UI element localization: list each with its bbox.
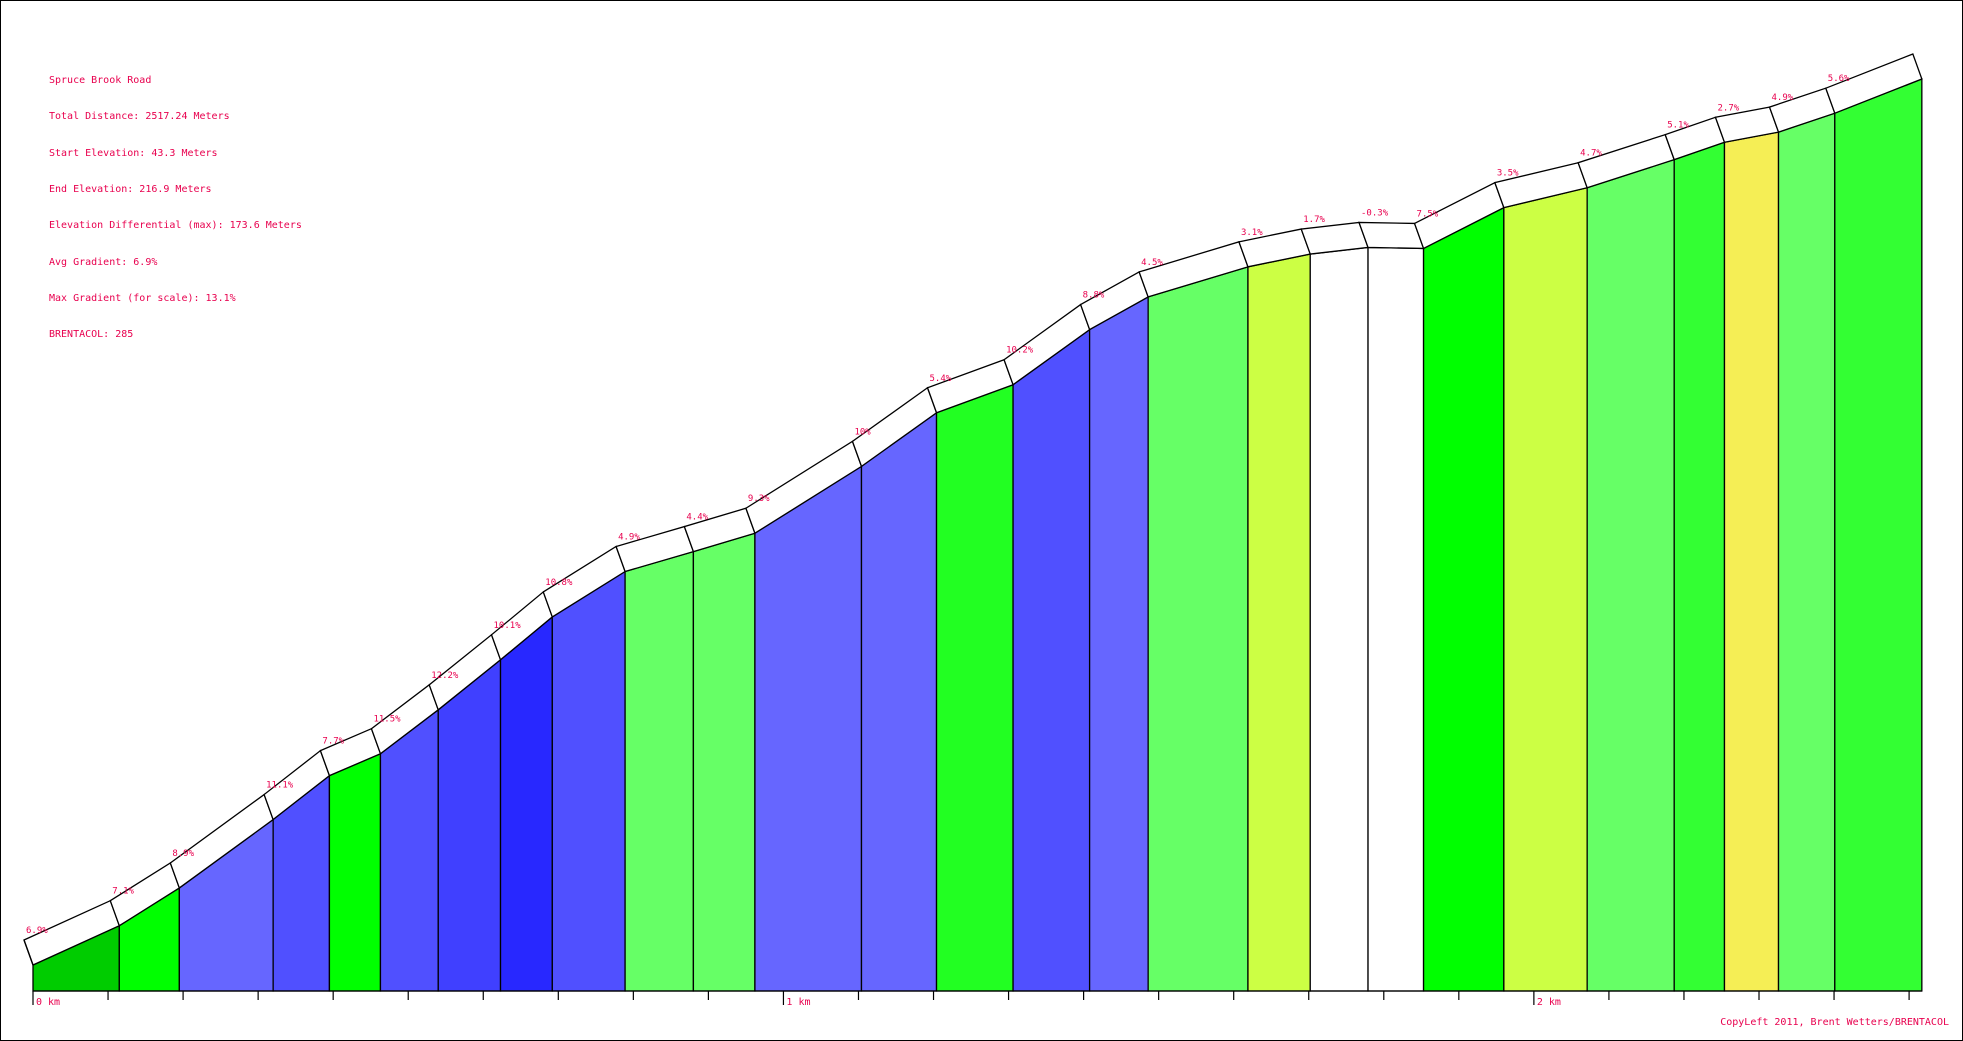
gradient-label-13: 5.4%	[930, 374, 952, 384]
segment-fill-24	[1723, 131, 1780, 992]
x-tick-label-2: 2 km	[1537, 997, 1561, 1008]
segment-fill-19	[1367, 246, 1425, 992]
gradient-label-23: 5.1%	[1667, 121, 1689, 131]
gradient-label-25: 4.9%	[1772, 93, 1794, 103]
gradient-label-8: 10.8%	[545, 578, 573, 588]
max-gradient: Max Gradient (for scale): 13.1%	[49, 292, 236, 304]
gradient-label-12: 10%	[854, 427, 871, 437]
gradient-label-2: 8.9%	[172, 849, 194, 859]
gradient-label-16: 4.5%	[1141, 258, 1163, 268]
gradient-label-1: 7.1%	[112, 887, 134, 897]
road-band-19	[1358, 221, 1425, 250]
gradient-label-11: 9.3%	[748, 494, 770, 504]
segment-fill-8	[551, 570, 626, 992]
segment-fill-5	[379, 708, 439, 992]
total-distance: Total Distance: 2517.24 Meters	[49, 111, 230, 123]
road-band-26	[1824, 53, 1923, 115]
segment-fill-20	[1422, 206, 1505, 992]
segment-fill-13	[935, 383, 1014, 992]
gradient-label-17: 3.1%	[1241, 228, 1263, 238]
gradient-label-15: 8.8%	[1083, 291, 1105, 301]
end-elevation: End Elevation: 216.9 Meters	[49, 184, 212, 196]
gradient-label-9: 4.9%	[618, 533, 640, 543]
road-band-start-edge	[23, 939, 34, 966]
copyleft-notice: CopyLeft 2011, Brent Wetters/BRENTACOL	[1720, 1017, 1949, 1028]
gradient-label-22: 4.7%	[1580, 149, 1602, 159]
segment-fill-23	[1673, 141, 1726, 992]
start-elevation: Start Elevation: 43.3 Meters	[49, 147, 218, 159]
gradient-label-18: 1.7%	[1303, 215, 1325, 225]
gradient-label-26: 5.6%	[1828, 74, 1850, 84]
gradient-label-20: 7.5%	[1417, 209, 1439, 219]
segment-fill-7	[499, 615, 553, 992]
segment-fill-9	[624, 550, 695, 992]
gradient-label-0: 6.9%	[26, 926, 48, 936]
gradient-label-14: 10.2%	[1006, 346, 1034, 356]
x-tick-label-0: 0 km	[36, 997, 60, 1008]
route-name: Spruce Brook Road	[49, 75, 152, 87]
segment-fill-26	[1834, 78, 1923, 992]
gradient-label-5: 11.5%	[373, 715, 401, 725]
segment-fill-17	[1247, 253, 1311, 992]
segment-fill-12	[860, 411, 938, 992]
segment-fill-25	[1777, 112, 1836, 992]
gradient-label-3: 11.1%	[266, 781, 294, 791]
gradient-label-21: 3.5%	[1497, 169, 1519, 179]
segment-fill-4	[328, 752, 382, 992]
elevation-differential: Elevation Differential (max): 173.6 Mete…	[49, 220, 302, 232]
x-tick-label-1: 1 km	[786, 997, 810, 1008]
segment-fill-22	[1586, 158, 1675, 992]
segment-fill-18	[1309, 246, 1369, 992]
gradient-label-4: 7.7%	[322, 737, 344, 747]
segment-fill-14	[1012, 328, 1091, 992]
avg-gradient: Avg Gradient: 6.9%	[49, 256, 158, 268]
gradient-label-7: 10.1%	[494, 621, 522, 631]
segment-fill-16	[1147, 265, 1249, 992]
gradient-label-19: -0.3%	[1361, 208, 1389, 218]
route-info: Spruce Brook Road Total Distance: 2517.2…	[49, 51, 302, 353]
gradient-label-24: 2.7%	[1717, 103, 1739, 113]
segment-fill-10	[692, 532, 756, 992]
segment-fill-6	[437, 658, 502, 992]
segment-fill-15	[1088, 295, 1149, 992]
gradient-label-10: 4.4%	[686, 513, 708, 523]
segment-fill-11	[754, 465, 863, 992]
brentacol-score: BRENTACOL: 285	[49, 329, 134, 341]
segment-fill-21	[1503, 186, 1588, 992]
gradient-label-6: 12.2%	[431, 671, 459, 681]
